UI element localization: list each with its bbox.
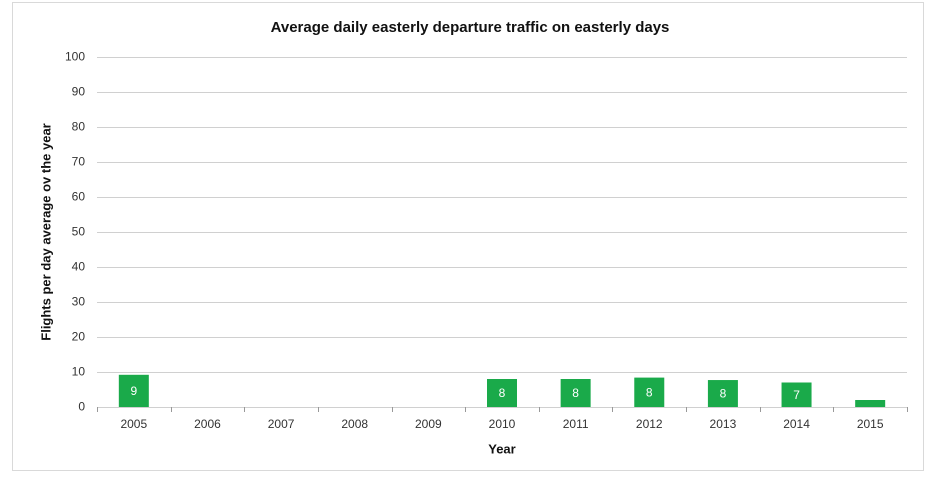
bar xyxy=(560,379,591,407)
x-tick-label: 2015 xyxy=(857,417,884,431)
x-tick-label: 2005 xyxy=(120,417,147,431)
bar xyxy=(781,382,812,407)
x-tick-label: 2013 xyxy=(710,417,737,431)
y-tick-label: 100 xyxy=(65,50,85,64)
y-tick-label: 40 xyxy=(72,260,86,274)
data-label: 8 xyxy=(646,385,653,399)
bar xyxy=(707,380,738,407)
data-label: 8 xyxy=(499,386,506,400)
data-label: 7 xyxy=(793,388,800,402)
y-tick-label: 90 xyxy=(72,85,86,99)
data-label: 9 xyxy=(130,384,137,398)
chart-title: Average daily easterly departure traffic… xyxy=(271,19,670,36)
y-tick-label: 30 xyxy=(72,295,86,309)
x-tick-label: 2006 xyxy=(194,417,221,431)
y-tick-label: 60 xyxy=(72,190,86,204)
x-axis-label: Year xyxy=(488,441,515,456)
bar xyxy=(118,374,149,407)
data-label: 8 xyxy=(572,386,579,400)
y-tick-label: 50 xyxy=(72,225,86,239)
y-tick-label: 0 xyxy=(78,400,85,414)
x-tick-label: 2009 xyxy=(415,417,442,431)
y-tick-label: 20 xyxy=(72,330,86,344)
data-label: 8 xyxy=(720,387,727,401)
y-axis-label: Flights per day average ov the year xyxy=(38,123,53,340)
y-tick-label: 70 xyxy=(72,155,86,169)
x-tick-label: 2007 xyxy=(268,417,295,431)
x-tick-label: 2011 xyxy=(563,417,589,431)
bar xyxy=(855,400,886,407)
x-tick-label: 2010 xyxy=(489,417,516,431)
x-tick-label: 2014 xyxy=(783,417,810,431)
bar xyxy=(487,379,517,407)
x-tick-label: 2008 xyxy=(341,417,368,431)
bar xyxy=(634,377,665,407)
y-tick-label: 80 xyxy=(72,120,86,134)
x-tick-label: 2012 xyxy=(636,417,663,431)
chart-frame xyxy=(12,2,924,471)
y-tick-label: 10 xyxy=(72,365,86,379)
